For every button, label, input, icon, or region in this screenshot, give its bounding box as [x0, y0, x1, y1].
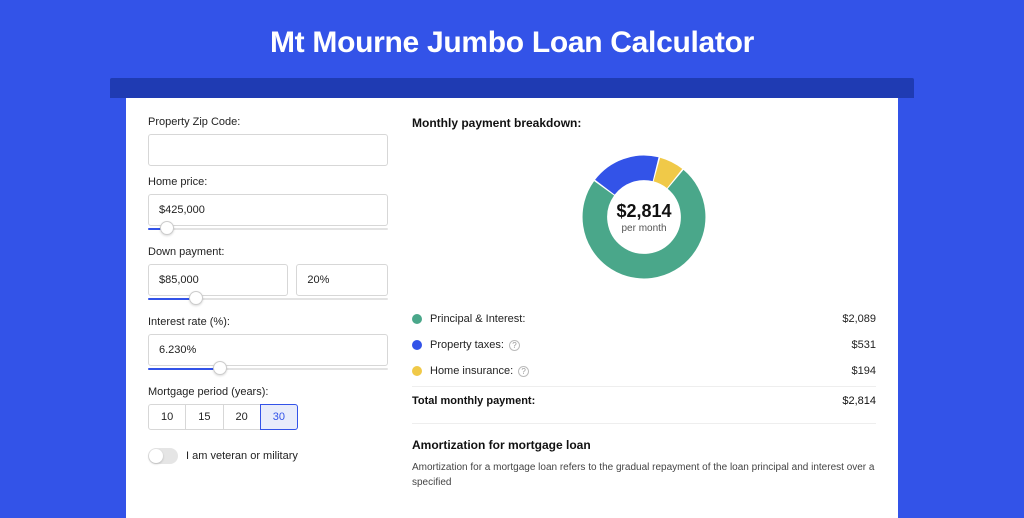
breakdown-value: $2,089	[842, 313, 876, 325]
period-button-group: 10152030	[148, 404, 388, 430]
down-payment-slider[interactable]	[148, 294, 388, 306]
slider-thumb[interactable]	[160, 221, 174, 235]
period-button-20[interactable]: 20	[223, 404, 261, 430]
total-value: $2,814	[842, 395, 876, 407]
amortization-title: Amortization for mortgage loan	[412, 438, 876, 452]
info-icon[interactable]: ?	[509, 340, 520, 351]
breakdown-label: Home insurance:?	[430, 365, 852, 377]
inputs-column: Property Zip Code: Home price: Down paym…	[148, 116, 388, 518]
amortization-text: Amortization for a mortgage loan refers …	[412, 460, 876, 490]
total-label: Total monthly payment:	[412, 395, 842, 407]
breakdown-row: Principal & Interest:$2,089	[412, 306, 876, 332]
donut-center: $2,814 per month	[580, 153, 708, 281]
toggle-knob	[149, 449, 163, 463]
slider-track	[148, 228, 388, 230]
total-row: Total monthly payment: $2,814	[412, 386, 876, 413]
color-swatch	[412, 366, 422, 376]
header-band	[110, 78, 914, 98]
interest-slider[interactable]	[148, 364, 388, 376]
home-price-slider[interactable]	[148, 224, 388, 236]
interest-label: Interest rate (%):	[148, 316, 388, 328]
slider-thumb[interactable]	[189, 291, 203, 305]
donut-chart-wrap: $2,814 per month	[412, 142, 876, 292]
divider	[412, 423, 876, 424]
veteran-toggle[interactable]	[148, 448, 178, 464]
period-button-15[interactable]: 15	[185, 404, 223, 430]
breakdown-column: Monthly payment breakdown: $2,814 per mo…	[412, 116, 876, 518]
info-icon[interactable]: ?	[518, 366, 529, 377]
color-swatch	[412, 340, 422, 350]
down-payment-pct-input[interactable]	[296, 264, 388, 296]
breakdown-title: Monthly payment breakdown:	[412, 116, 876, 130]
breakdown-row: Property taxes:?$531	[412, 332, 876, 358]
period-label: Mortgage period (years):	[148, 386, 388, 398]
donut-chart: $2,814 per month	[580, 153, 708, 281]
down-payment-label: Down payment:	[148, 246, 388, 258]
breakdown-label: Property taxes:?	[430, 339, 852, 351]
page-title: Mt Mourne Jumbo Loan Calculator	[0, 0, 1024, 78]
breakdown-value: $531	[852, 339, 876, 351]
zip-label: Property Zip Code:	[148, 116, 388, 128]
down-payment-input[interactable]	[148, 264, 288, 296]
period-button-30[interactable]: 30	[260, 404, 298, 430]
calculator-card: Property Zip Code: Home price: Down paym…	[126, 98, 898, 518]
home-price-label: Home price:	[148, 176, 388, 188]
interest-input[interactable]	[148, 334, 388, 366]
period-button-10[interactable]: 10	[148, 404, 186, 430]
veteran-row: I am veteran or military	[148, 448, 388, 464]
breakdown-row: Home insurance:?$194	[412, 358, 876, 384]
zip-input[interactable]	[148, 134, 388, 166]
breakdown-label: Principal & Interest:	[430, 313, 842, 325]
slider-thumb[interactable]	[213, 361, 227, 375]
donut-amount: $2,814	[616, 201, 671, 222]
breakdown-value: $194	[852, 365, 876, 377]
home-price-input[interactable]	[148, 194, 388, 226]
color-swatch	[412, 314, 422, 324]
slider-fill	[148, 368, 220, 370]
donut-sub: per month	[621, 223, 666, 234]
veteran-label: I am veteran or military	[186, 450, 298, 462]
